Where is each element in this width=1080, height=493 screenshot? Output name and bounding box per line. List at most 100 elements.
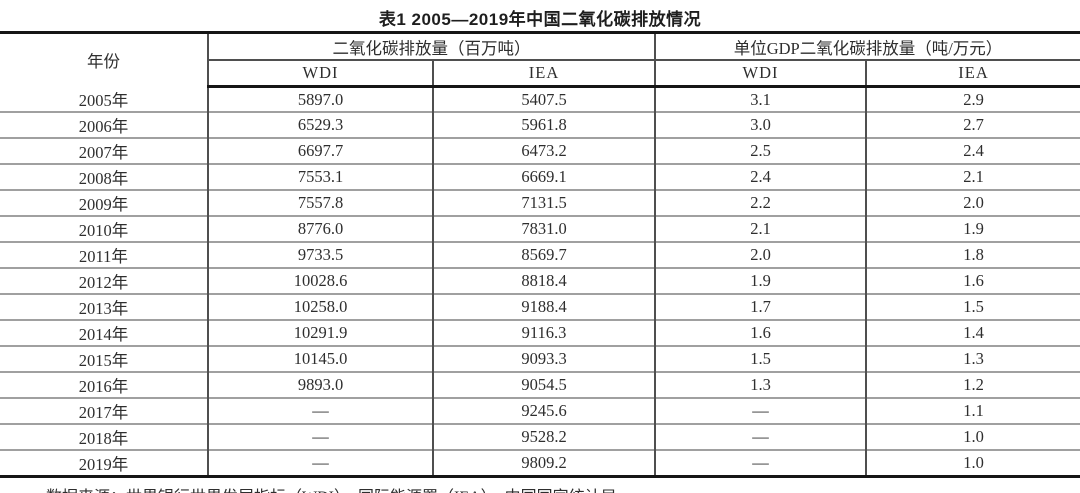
value-cell: 1.0: [866, 423, 1080, 450]
value-cell: 8776.0: [208, 215, 434, 242]
value-cell: 3.1: [655, 86, 867, 112]
table-row: 2010年 8776.0 7831.0 2.1 1.9: [0, 215, 1080, 242]
value-cell: 1.7: [655, 293, 867, 320]
table-row: 2018年 —9528.2—1.0: [0, 423, 1080, 450]
header-sub-emissions-wdi: WDI: [208, 60, 434, 88]
value-cell: 10145.0: [208, 345, 434, 372]
value-cell: 1.9: [655, 267, 867, 294]
header-sub-intensity-iea: IEA: [866, 60, 1080, 88]
value-cell: 2.1: [655, 215, 867, 242]
value-cell: 9188.4: [433, 293, 656, 320]
year-cell: 2019年: [0, 449, 209, 477]
value-cell: 10028.6: [208, 267, 434, 294]
value-cell: 7557.8: [208, 189, 434, 216]
value-cell: 7553.1: [208, 163, 434, 190]
value-cell: 2.0: [866, 189, 1080, 216]
value-cell: —: [208, 397, 434, 424]
value-cell: 5961.8: [433, 111, 656, 138]
value-cell: —: [208, 423, 434, 450]
value-cell: 2.4: [866, 137, 1080, 164]
value-cell: 2.2: [655, 189, 867, 216]
value-cell: 1.6: [866, 267, 1080, 294]
value-cell: 8818.4: [433, 267, 656, 294]
table-title: 表1 2005—2019年中国二氧化碳排放情况: [378, 10, 702, 29]
value-cell: 9054.5: [433, 371, 656, 398]
header-sub-emissions-iea: IEA: [433, 60, 656, 88]
header-year: 年份: [0, 32, 209, 87]
value-cell: —: [655, 449, 867, 477]
year-cell: 2010年: [0, 215, 209, 242]
value-cell: 1.4: [866, 319, 1080, 346]
header-group-intensity: 单位GDP二氧化碳排放量（吨/万元）: [655, 32, 1080, 61]
value-cell: 9245.6: [433, 397, 656, 424]
value-cell: 3.0: [655, 111, 867, 138]
year-cell: 2014年: [0, 319, 209, 346]
table-row: 2013年 10258.0 9188.4 1.7 1.5: [0, 293, 1080, 320]
year-cell: 2015年: [0, 345, 209, 372]
value-cell: 2.1: [866, 163, 1080, 190]
table-header: 年份 二氧化碳排放量（百万吨） 单位GDP二氧化碳排放量（吨/万元） WDI I…: [0, 32, 1080, 88]
value-cell: 6669.1: [433, 163, 656, 190]
table-row: 2014年 10291.9 9116.3 1.6 1.4: [0, 319, 1080, 346]
value-cell: 1.0: [866, 449, 1080, 477]
value-cell: 7131.5: [433, 189, 656, 216]
value-cell: 5407.5: [433, 86, 656, 112]
value-cell: 7831.0: [433, 215, 656, 242]
value-cell: 8569.7: [433, 241, 656, 268]
data-source-note: 数据来源：世界银行世界发展指标（WDI）、国际能源署（IEA）、中国国家统计局。: [0, 483, 1080, 493]
header-group-emissions: 二氧化碳排放量（百万吨）: [208, 32, 656, 61]
header-sub-row: WDI IEA WDI IEA: [0, 60, 1080, 88]
value-cell: 6473.2: [433, 137, 656, 164]
year-cell: 2013年: [0, 293, 209, 320]
table-row: 2012年 10028.6 8818.4 1.9 1.6: [0, 267, 1080, 294]
value-cell: 1.9: [866, 215, 1080, 242]
value-cell: 9093.3: [433, 345, 656, 372]
header-group-row: 年份 二氧化碳排放量（百万吨） 单位GDP二氧化碳排放量（吨/万元）: [0, 32, 1080, 87]
year-cell: 2017年: [0, 397, 209, 424]
header-sub-intensity-wdi: WDI: [655, 60, 867, 88]
value-cell: 2.5: [655, 137, 867, 164]
table-row: 2017年 —9245.6—1.1: [0, 397, 1080, 424]
table-row: 2007年 6697.7 6473.2 2.5 2.4: [0, 137, 1080, 164]
year-cell: 2005年: [0, 86, 209, 112]
year-cell: 2011年: [0, 241, 209, 268]
value-cell: 9893.0: [208, 371, 434, 398]
table-row: 2016年 9893.0 9054.5 1.3 1.2: [0, 371, 1080, 398]
value-cell: 9733.5: [208, 241, 434, 268]
value-cell: 1.3: [655, 371, 867, 398]
value-cell: 2.9: [963, 89, 984, 109]
value-cell: 2.7: [866, 111, 1080, 138]
value-cell: 5897.0: [208, 86, 434, 112]
value-cell: 1.6: [655, 319, 867, 346]
value-cell: 10291.9: [208, 319, 434, 346]
value-cell: 10258.0: [208, 293, 434, 320]
year-cell: 2008年: [0, 163, 209, 190]
value-cell: —: [655, 397, 867, 424]
value-cell: 1.5: [655, 345, 867, 372]
table-body: 2005年 5897.0 5407.5 3.1 2.9 2006年 6529.3 5961.8…: [0, 86, 1080, 477]
year-cell: 2007年: [0, 137, 209, 164]
table-row: 2008年 7553.1 6669.1 2.4 2.1: [0, 163, 1080, 190]
value-cell: 9528.2: [433, 423, 656, 450]
value-cell: 1.5: [866, 293, 1080, 320]
value-cell: 2.4: [655, 163, 867, 190]
table-row: 2005年 5897.0 5407.5 3.1 2.9: [0, 86, 1080, 112]
table-row: 2006年 6529.3 5961.8 3.0 2.7: [0, 111, 1080, 138]
value-cell: —: [208, 449, 434, 477]
table-row: 2009年 7557.8 7131.5 2.2 2.0: [0, 189, 1080, 216]
year-cell: 2018年: [0, 423, 209, 450]
value-cell: 6697.7: [208, 137, 434, 164]
value-cell: 1.2: [866, 371, 1080, 398]
year-cell: 2012年: [0, 267, 209, 294]
value-cell: 1.1: [866, 397, 1080, 424]
emissions-table: 年份 二氧化碳排放量（百万吨） 单位GDP二氧化碳排放量（吨/万元） WDI I…: [0, 31, 1080, 478]
table-row: 2019年 —9809.2—1.0: [0, 449, 1080, 477]
table-row: 2011年 9733.5 8569.7 2.0 1.8: [0, 241, 1080, 268]
value-cell: 2.0: [655, 241, 867, 268]
year-cell: 2006年: [0, 111, 209, 138]
year-cell: 2016年: [0, 371, 209, 398]
value-cell: 6529.3: [208, 111, 434, 138]
table-row: 2015年 10145.0 9093.3 1.5 1.3: [0, 345, 1080, 372]
value-cell: 1.8: [866, 241, 1080, 268]
